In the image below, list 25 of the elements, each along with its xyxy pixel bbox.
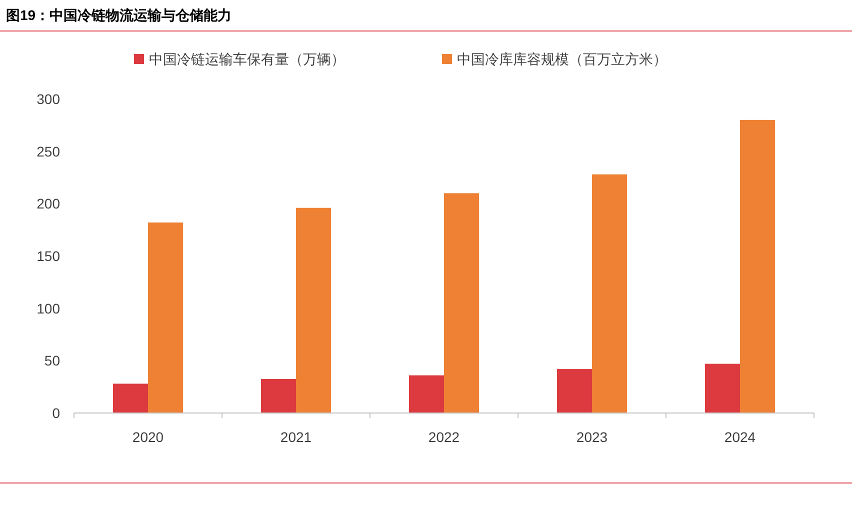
y-tick-label: 200 <box>36 196 60 212</box>
y-tick-label: 250 <box>36 143 60 160</box>
bar <box>444 193 479 413</box>
bar <box>148 222 183 413</box>
bar <box>113 384 148 413</box>
legend-label: 中国冷链运输车保有量（万辆） <box>149 51 345 67</box>
legend-label: 中国冷库库容规模（百万立方米） <box>457 51 667 67</box>
x-tick-label: 2022 <box>428 429 460 445</box>
bar <box>296 208 331 413</box>
bar <box>557 369 592 413</box>
x-tick-label: 2023 <box>576 429 608 445</box>
chart-title: 图19：中国冷链物流运输与仓储能力 <box>6 7 232 23</box>
y-tick-label: 300 <box>36 91 60 107</box>
x-tick-label: 2020 <box>132 429 164 445</box>
bar <box>705 364 740 413</box>
y-tick-label: 150 <box>36 248 60 264</box>
y-tick-label: 100 <box>36 300 60 316</box>
y-tick-label: 50 <box>44 352 60 369</box>
x-tick-label: 2024 <box>724 429 756 445</box>
x-tick-label: 2021 <box>280 429 312 445</box>
bar <box>592 174 627 413</box>
bar <box>740 120 775 413</box>
bar <box>409 375 444 413</box>
y-tick-label: 0 <box>52 405 60 421</box>
bar <box>261 378 296 413</box>
